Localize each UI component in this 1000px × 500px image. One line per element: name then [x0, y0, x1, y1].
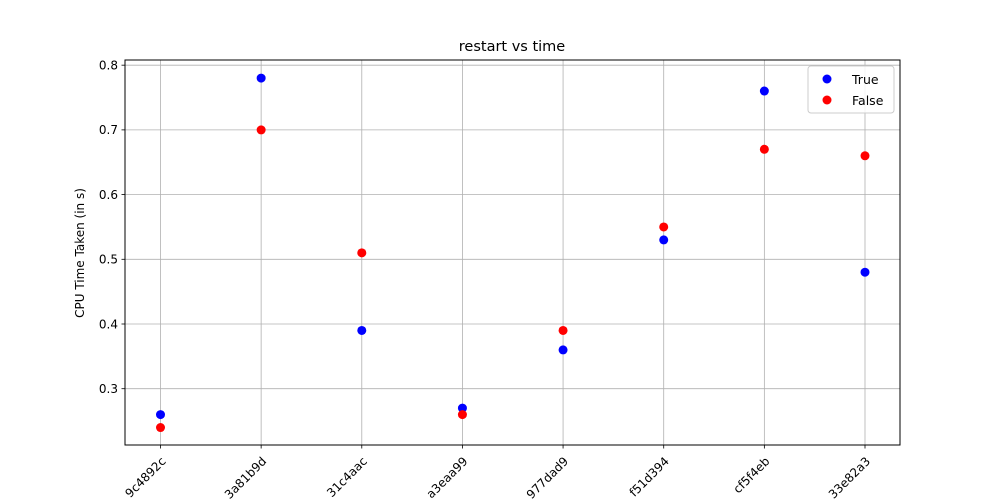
plot-frame	[124, 59, 901, 446]
data-point-true	[558, 345, 568, 355]
legend-marker-true	[822, 74, 832, 84]
data-point-false	[860, 151, 870, 161]
y-tick-label: 0.5	[99, 253, 118, 267]
plot-area	[125, 60, 900, 445]
data-points	[156, 73, 870, 433]
data-point-false	[156, 423, 165, 433]
chart-title: restart vs time	[459, 39, 566, 55]
data-point-false	[457, 410, 467, 420]
data-point-false	[357, 248, 367, 258]
data-point-true	[659, 235, 669, 245]
legend: True False	[807, 65, 895, 114]
data-point-false	[256, 125, 266, 135]
y-tick-label: 0.6	[99, 188, 118, 202]
data-point-false	[558, 325, 568, 335]
legend-label-false: False	[852, 93, 884, 108]
y-tick-label: 0.3	[99, 382, 118, 396]
data-point-false	[659, 222, 669, 232]
legend-marker-false	[822, 95, 832, 105]
y-tick-label: 0.7	[99, 123, 118, 137]
data-point-false	[759, 144, 769, 154]
legend-label-true: True	[851, 72, 879, 87]
data-point-true	[457, 403, 467, 413]
data-point-true	[759, 86, 769, 96]
y-tick-label: 0.8	[99, 58, 118, 72]
data-point-true	[256, 73, 266, 83]
data-point-true	[156, 410, 165, 420]
y-tick-label: 0.4	[99, 317, 118, 331]
data-point-true	[357, 325, 367, 335]
data-point-true	[860, 267, 870, 277]
y-axis-label: CPU Time Taken (in s)	[73, 188, 87, 318]
